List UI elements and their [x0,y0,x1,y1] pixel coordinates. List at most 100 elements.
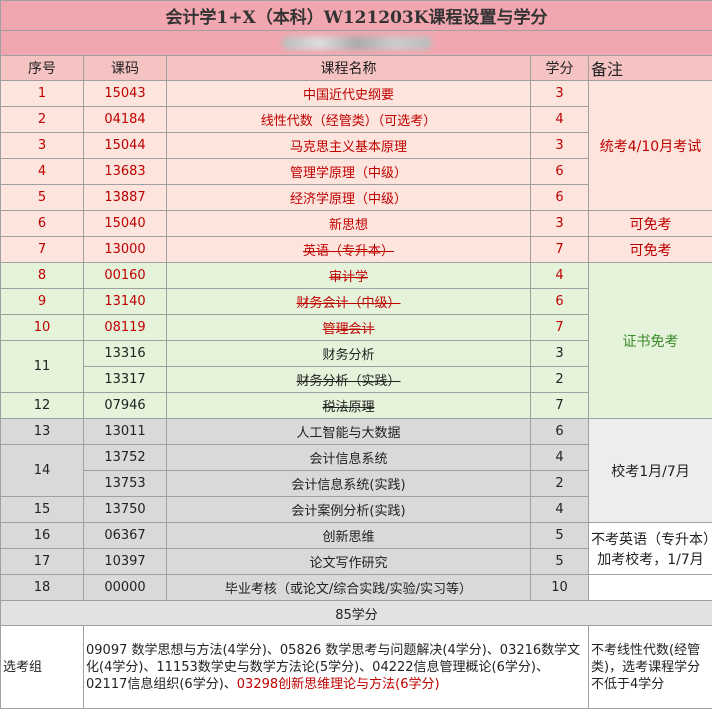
elective-text: 09097 数学思想与方法(4学分)、05826 数学思考与问题解决(4学分)、… [86,642,581,692]
course-name: 会计信息系统(实践) [166,470,531,497]
course-code: 13000 [83,236,167,263]
credits: 3 [530,340,589,367]
course-name: 线性代数（经管类）（可选考） [166,106,531,133]
course-name: 马克思主义基本原理 [166,132,531,159]
row-number: 12 [0,392,84,419]
header-cell: 序号 [0,55,84,81]
note: 校考1月/7月 [588,418,712,523]
course-code: 13683 [83,158,167,185]
note: 不考英语（专升本）加考校考，1/7月 [588,522,712,575]
credits: 6 [530,184,589,211]
row-number: 11 [0,340,84,393]
course-code: 08119 [83,314,167,341]
course-name: 审计学 [166,262,531,289]
course-name: 管理会计 [166,314,531,341]
course-name: 财务会计（中级） [166,288,531,315]
course-code: 04184 [83,106,167,133]
header-cell: 备注 [588,55,712,81]
credits: 2 [530,366,589,393]
course-code: 13752 [83,444,167,471]
row-number: 7 [0,236,84,263]
credits: 10 [530,574,589,601]
title: 会计学1+X（本科）W121203K课程设置与学分 [0,0,712,31]
course-name: 财务分析 [166,340,531,367]
course-row: 18 00000 毕业考核（或论文/综合实践/实验/实习等） 10 [0,574,712,601]
header-cell: 学分 [530,55,589,81]
course-row: 6 15040 新思想 3 可免考 [0,210,712,237]
blurred-subtitle [0,30,712,56]
note: 可免考 [588,236,712,263]
course-name: 新思想 [166,210,531,237]
course-name: 论文写作研究 [166,548,531,575]
elective-courses: 09097 数学思想与方法(4学分)、05826 数学思考与问题解决(4学分)、… [83,625,589,709]
course-code: 13753 [83,470,167,497]
course-name: 税法原理 [166,392,531,419]
header-row: 序号 课码 课程名称 学分 备注 [0,55,712,81]
note [588,574,712,601]
course-name: 财务分析（实践） [166,366,531,393]
row-number: 4 [0,158,84,185]
course-row: 1 15043 中国近代史纲要 3 统考4/10月考试 [0,80,712,211]
row-number: 15 [0,496,84,523]
course-name: 会计案例分析(实践) [166,496,531,523]
row-number: 5 [0,184,84,211]
course-row: 12 07946 税法原理 7 [0,392,712,419]
course-name: 英语（专升本） [166,236,531,263]
course-code: 13317 [83,366,167,393]
course-row: 4 13683 管理学原理（中级） 6 [0,158,712,185]
total-row: 85学分 [0,600,712,626]
row-number: 17 [0,548,84,575]
header-cell: 课程名称 [166,55,531,81]
course-code: 15040 [83,210,167,237]
row-number: 10 [0,314,84,341]
elective-text: 03298创新思维理论与方法(6学分) [236,676,440,692]
course-name: 创新思维 [166,522,531,549]
course-row: 15 13750 会计案例分析(实践) 4 [0,496,712,523]
course-code: 00160 [83,262,167,289]
credits: 3 [530,132,589,159]
course-name: 人工智能与大数据 [166,418,531,445]
course-code: 07946 [83,392,167,419]
credits: 6 [530,418,589,445]
credits: 7 [530,236,589,263]
row-number: 14 [0,444,84,497]
course-row: 13317 财务分析（实践） 2 [1,366,712,393]
note: 统考4/10月考试 [588,80,712,211]
credits: 5 [530,522,589,549]
row-number: 6 [0,210,84,237]
note: 证书免考 [588,262,712,419]
row-number: 13 [0,418,84,445]
course-name: 中国近代史纲要 [166,80,531,107]
course-code: 13750 [83,496,167,523]
course-row: 9 13140 财务会计（中级） 6 [0,288,712,315]
row-number: 16 [0,522,84,549]
total: 85学分 [0,600,712,626]
course-code: 06367 [83,522,167,549]
row-number: 8 [0,262,84,289]
course-code: 15044 [83,132,167,159]
row-number: 9 [0,288,84,315]
header-cell: 课码 [83,55,167,81]
credits: 2 [530,470,589,497]
course-row: 8 00160 审计学 4 证书免考 [0,262,712,419]
course-code: 13316 [83,340,167,367]
credits: 4 [530,106,589,133]
course-row: 3 15044 马克思主义基本原理 3 [0,132,712,159]
course-row: 16 06367 创新思维 5 不考英语（专升本）加考校考，1/7月 [0,522,712,575]
course-name: 会计信息系统 [166,444,531,471]
elective-note: 不考线性代数(经管类)，选考课程学分不低于4学分 [588,625,712,709]
row-number: 3 [0,132,84,159]
credits: 7 [530,392,589,419]
row-number: 18 [0,574,84,601]
course-row: 13 13011 人工智能与大数据 6 校考1月/7月 [0,418,712,523]
course-row: 13753 会计信息系统(实践) 2 [1,470,712,497]
course-row: 7 13000 英语（专升本） 7 可免考 [0,236,712,263]
course-code: 00000 [83,574,167,601]
credits: 5 [530,548,589,575]
course-code: 10397 [83,548,167,575]
course-name: 经济学原理（中级） [166,184,531,211]
course-code: 13887 [83,184,167,211]
elective-label: 选考组 [0,625,84,709]
row-number: 2 [0,106,84,133]
